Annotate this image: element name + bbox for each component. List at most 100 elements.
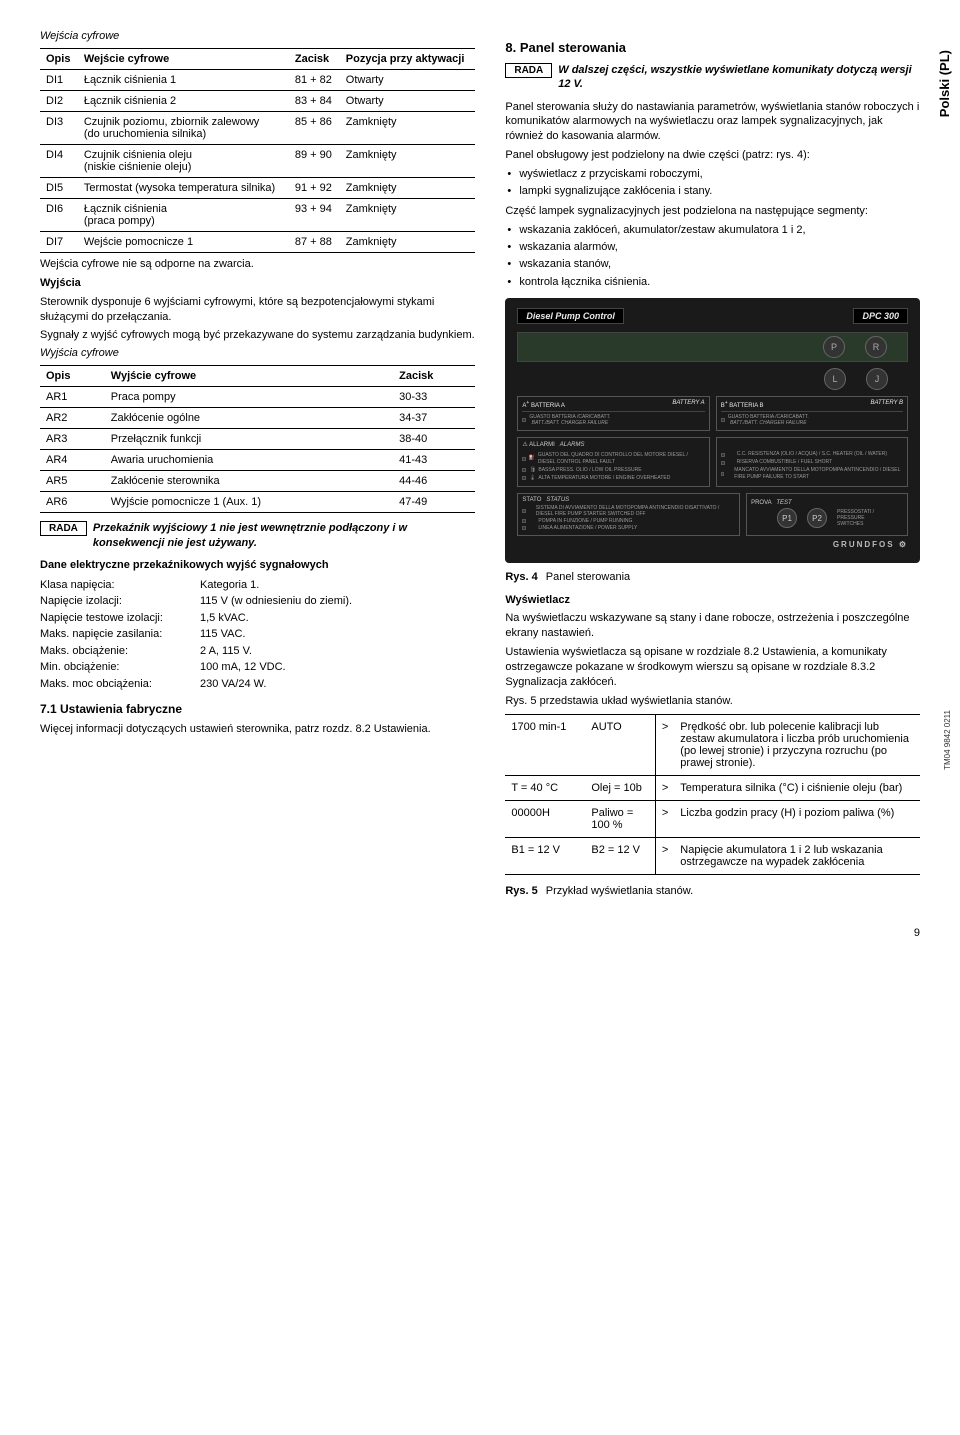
outputs-th-zacisk: Zacisk bbox=[393, 366, 475, 387]
table-cell: Zamknięty bbox=[340, 199, 476, 232]
table-cell: Łącznik ciśnienia (praca pompy) bbox=[78, 199, 289, 232]
table-cell: Wejście pomocnicze 1 bbox=[78, 232, 289, 253]
table-cell: > bbox=[655, 838, 674, 875]
list-item: wskazania stanów, bbox=[505, 257, 920, 272]
panel-status-box: STATO STATUS SISTEMA DI AVVIAMENTO DELLA… bbox=[517, 493, 740, 536]
spec-row: Maks. obciążenie:2 A, 115 V. bbox=[40, 643, 475, 660]
para-8-3: Część lampek sygnalizacyjnych jest podzi… bbox=[505, 204, 920, 219]
panel-model: DPC 300 bbox=[853, 308, 908, 324]
spec-row: Min. obciążenie:100 mA, 12 VDC. bbox=[40, 659, 475, 676]
spec-row: Maks. napięcie zasilania:115 VAC. bbox=[40, 626, 475, 643]
table-cell: AUTO bbox=[585, 715, 655, 776]
panel-p1-btn: P1 bbox=[777, 508, 797, 528]
digital-inputs-table: Opis Wejście cyfrowe Zacisk Pozycja przy… bbox=[40, 48, 475, 253]
table-cell: AR6 bbox=[40, 492, 105, 513]
spec-row: Napięcie izolacji:115 V (w odniesieniu d… bbox=[40, 593, 475, 610]
spec-row: Klasa napięcia:Kategoria 1. bbox=[40, 577, 475, 594]
table-cell: DI1 bbox=[40, 70, 78, 91]
table-cell: Zamknięty bbox=[340, 145, 476, 178]
table-cell: 91 + 92 bbox=[289, 178, 340, 199]
list-item: wskazania zakłóceń, akumulator/zestaw ak… bbox=[505, 223, 920, 238]
table-cell: AR1 bbox=[40, 387, 105, 408]
panel-btn-p: P bbox=[823, 336, 845, 358]
panel-btn-r: R bbox=[865, 336, 887, 358]
table-cell: Temperatura silnika (°C) i ciśnienie ole… bbox=[674, 776, 920, 801]
inputs-th-pos: Pozycja przy aktywacji bbox=[340, 49, 476, 70]
table-cell: 34-37 bbox=[393, 408, 475, 429]
table-cell: DI5 bbox=[40, 178, 78, 199]
panel-alarms-right: C.C. RESISTENZA (OLIO / ACQUA) / S.C. HE… bbox=[716, 437, 908, 486]
table-cell: DI3 bbox=[40, 112, 78, 145]
page-number: 9 bbox=[40, 927, 920, 939]
table-cell: Wyjście pomocnicze 1 (Aux. 1) bbox=[105, 492, 393, 513]
table-cell: Praca pompy bbox=[105, 387, 393, 408]
table-cell: 81 + 82 bbox=[289, 70, 340, 91]
spec-row: Maks. moc obciążenia:230 VA/24 W. bbox=[40, 676, 475, 693]
table-cell: Zamknięty bbox=[340, 112, 476, 145]
bullets-8b: wskazania zakłóceń, akumulator/zestaw ak… bbox=[505, 223, 920, 291]
table-cell: AR4 bbox=[40, 450, 105, 471]
table-cell: Czujnik poziomu, zbiornik zalewowy (do u… bbox=[78, 112, 289, 145]
table-cell: Liczba godzin pracy (H) i poziom paliwa … bbox=[674, 801, 920, 838]
inputs-th-zacisk: Zacisk bbox=[289, 49, 340, 70]
table-cell: Otwarty bbox=[340, 70, 476, 91]
panel-brand-label: GRUNDFOS ⚙ bbox=[517, 540, 908, 549]
table-cell: 83 + 84 bbox=[289, 91, 340, 112]
panel-btn-l: L bbox=[824, 368, 846, 390]
elec-heading: Dane elektryczne przekaźnikowych wyjść s… bbox=[40, 558, 475, 573]
panel-lcd-screen: P R bbox=[517, 332, 908, 362]
table-cell: Zakłócenie sterownika bbox=[105, 471, 393, 492]
table-cell: DI2 bbox=[40, 91, 78, 112]
fig-4-caption: Rys. 4Panel sterowania bbox=[505, 571, 920, 583]
rada-badge: RADA bbox=[40, 521, 87, 536]
table-cell: DI4 bbox=[40, 145, 78, 178]
panel-alarms-left: ⚠ ALLARMI ALARMS ⛽GUASTO DEL QUADRO DI C… bbox=[517, 437, 709, 486]
language-side-label: Polski (PL) bbox=[937, 50, 952, 117]
table-cell: > bbox=[655, 715, 674, 776]
display-states-table: 1700 min-1AUTO>Prędkość obr. lub polecen… bbox=[505, 714, 920, 875]
rada-output-text: Przekaźnik wyjściowy 1 nie jest wewnętrz… bbox=[93, 521, 475, 550]
outputs-th-opis: Opis bbox=[40, 366, 105, 387]
table-cell: Termostat (wysoka temperatura silnika) bbox=[78, 178, 289, 199]
table-cell: 85 + 86 bbox=[289, 112, 340, 145]
panel-battery-b: B+ BATTERIA BBATTERY B GUASTO BATTERIA /… bbox=[716, 396, 908, 431]
table-cell: AR3 bbox=[40, 429, 105, 450]
outputs-para-2: Sygnały z wyjść cyfrowych mogą być przek… bbox=[40, 328, 475, 343]
tm-code-label: TM04 9842 0211 bbox=[943, 710, 952, 770]
display-heading: Wyświetlacz bbox=[505, 593, 920, 608]
table-cell: DI6 bbox=[40, 199, 78, 232]
table-cell: 41-43 bbox=[393, 450, 475, 471]
display-para-2: Ustawienia wyświetlacza są opisane w roz… bbox=[505, 645, 920, 690]
inputs-note: Wejścia cyfrowe nie są odporne na zwarci… bbox=[40, 257, 475, 272]
inputs-heading: Wejścia cyfrowe bbox=[40, 30, 475, 42]
table-cell: Łącznik ciśnienia 1 bbox=[78, 70, 289, 91]
table-cell: 30-33 bbox=[393, 387, 475, 408]
para-8-2: Panel obsługowy jest podzielony na dwie … bbox=[505, 148, 920, 163]
table-cell: Czujnik ciśnienia oleju (niskie ciśnieni… bbox=[78, 145, 289, 178]
table-cell: Przełącznik funkcji bbox=[105, 429, 393, 450]
table-cell: Zakłócenie ogólne bbox=[105, 408, 393, 429]
table-cell: Łącznik ciśnienia 2 bbox=[78, 91, 289, 112]
outputs-para-1: Sterownik dysponuje 6 wyjściami cyfrowym… bbox=[40, 295, 475, 325]
table-cell: 00000H bbox=[505, 801, 585, 838]
display-para-3: Rys. 5 przedstawia układ wyświetlania st… bbox=[505, 694, 920, 709]
elec-spec-list: Klasa napięcia:Kategoria 1.Napięcie izol… bbox=[40, 577, 475, 693]
list-item: wskazania alarmów, bbox=[505, 240, 920, 255]
table-cell: 1700 min-1 bbox=[505, 715, 585, 776]
bullets-8a: wyświetlacz z przyciskami roboczymi,lamp… bbox=[505, 167, 920, 200]
heading-8: 8. Panel sterowania bbox=[505, 40, 920, 55]
heading-7-1: 7.1 Ustawienia fabryczne bbox=[40, 702, 475, 716]
table-cell: B1 = 12 V bbox=[505, 838, 585, 875]
table-cell: 44-46 bbox=[393, 471, 475, 492]
table-cell: 87 + 88 bbox=[289, 232, 340, 253]
panel-battery-a: A+ BATTERIA ABATTERY A GUASTO BATTERIA /… bbox=[517, 396, 709, 431]
panel-p2-btn: P2 bbox=[807, 508, 827, 528]
outputs-heading-bold: Wyjścia bbox=[40, 276, 475, 291]
panel-btn-j: J bbox=[866, 368, 888, 390]
inputs-th-name: Wejście cyfrowe bbox=[78, 49, 289, 70]
panel-test-box: PROVA TEST P1 P2 PRESSOSTATI / PRESSURE … bbox=[746, 493, 908, 536]
table-cell: Otwarty bbox=[340, 91, 476, 112]
rada-8-text: W dalszej części, wszystkie wyświetlane … bbox=[558, 63, 920, 92]
table-cell: T = 40 °C bbox=[505, 776, 585, 801]
table-cell: Awaria uruchomienia bbox=[105, 450, 393, 471]
